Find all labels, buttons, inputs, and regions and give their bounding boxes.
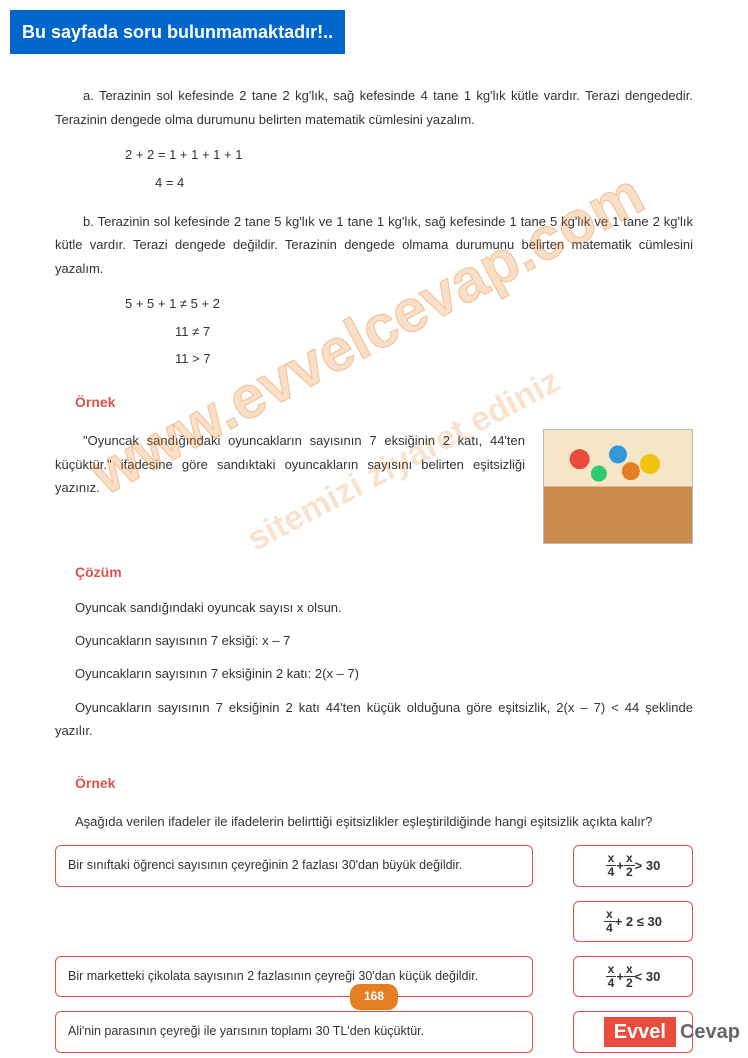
eq-b2: 11 ≠ 7 (175, 320, 693, 343)
eq-b3: 11 > 7 (175, 347, 693, 370)
example1-text: "Oyuncak sandığındaki oyuncakların sayıs… (55, 429, 525, 544)
match-row: Ali'nin parasının çeyreği ile yarısının … (55, 1011, 693, 1052)
eq-a2: 4 = 4 (155, 171, 693, 194)
match-row: Bir sınıftaki öğrenci sayısının çeyreğin… (55, 845, 693, 886)
match-equation: x4 + 2 ≤ 30 (573, 901, 693, 942)
eq-a1: 2 + 2 = 1 + 1 + 1 + 1 (125, 143, 693, 166)
match-statement: Bir sınıftaki öğrenci sayısının çeyreğin… (55, 845, 533, 886)
footer-logo: EvvelCevap (604, 1014, 740, 1050)
sol-l3: Oyuncakların sayısının 7 eksiğinin 2 kat… (55, 662, 693, 685)
sol-l4: Oyuncakların sayısının 7 eksiğinin 2 kat… (55, 696, 693, 743)
example1-heading: Örnek (75, 390, 693, 415)
eq-b1: 5 + 5 + 1 ≠ 5 + 2 (125, 292, 693, 315)
notice-banner: Bu sayfada soru bulunmamaktadır!.. (10, 10, 345, 54)
sol-l1: Oyuncak sandığındaki oyuncak sayısı x ol… (55, 596, 693, 619)
footer-brand2: Cevap (676, 1021, 740, 1043)
example2-prompt: Aşağıda verilen ifadeler ile ifadelerin … (55, 810, 693, 833)
sol-l2: Oyuncakların sayısının 7 eksiği: x – 7 (55, 629, 693, 652)
match-statement: Bir marketteki çikolata sayısının 2 fazl… (55, 956, 533, 997)
toy-box-image (543, 429, 693, 544)
solution-heading: Çözüm (75, 560, 693, 585)
footer-brand1: Evvel (604, 1017, 676, 1047)
match-empty (55, 901, 533, 942)
match-equation: x4 + x2 < 30 (573, 956, 693, 997)
page-number: 168 (350, 984, 398, 1010)
example2-heading: Örnek (75, 771, 693, 796)
match-statement: Ali'nin parasının çeyreği ile yarısının … (55, 1011, 533, 1052)
match-equation: x4 + x2 > 30 (573, 845, 693, 886)
match-row: x4 + 2 ≤ 30 (55, 901, 693, 942)
para-a: a. Terazinin sol kefesinde 2 tane 2 kg'l… (55, 84, 693, 131)
match-list: Bir sınıftaki öğrenci sayısının çeyreğin… (55, 845, 693, 1053)
page-content: a. Terazinin sol kefesinde 2 tane 2 kg'l… (0, 54, 748, 1052)
para-b: b. Terazinin sol kefesinde 2 tane 5 kg'l… (55, 210, 693, 280)
